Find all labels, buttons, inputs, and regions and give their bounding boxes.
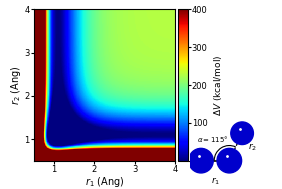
- Y-axis label: $\Delta V$ (kcal/mol): $\Delta V$ (kcal/mol): [212, 54, 224, 116]
- Circle shape: [217, 148, 242, 173]
- X-axis label: $r_1$ (Ang): $r_1$ (Ang): [85, 175, 124, 189]
- Text: $r_1$: $r_1$: [211, 176, 220, 187]
- Circle shape: [189, 148, 213, 173]
- Y-axis label: $r_2$ (Ang): $r_2$ (Ang): [9, 65, 23, 105]
- Text: $\alpha = 115°$: $\alpha = 115°$: [197, 134, 228, 144]
- Circle shape: [231, 122, 254, 145]
- Text: $r_2$: $r_2$: [248, 141, 257, 153]
